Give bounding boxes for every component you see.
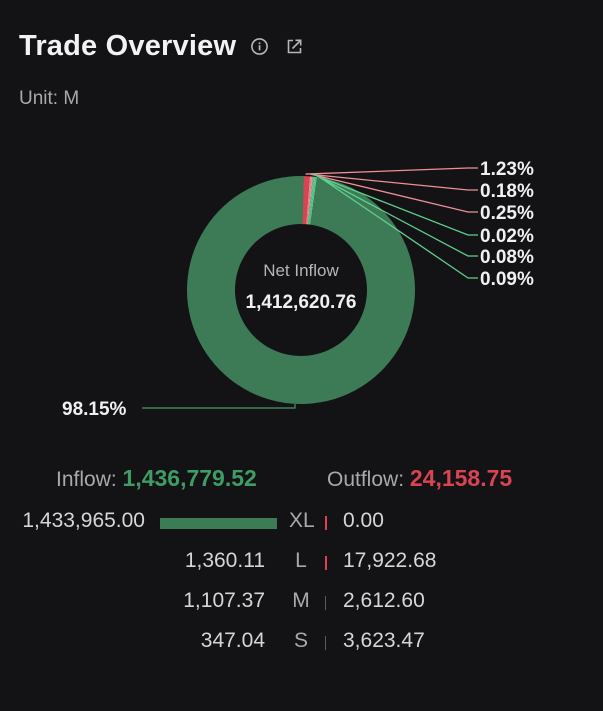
leader-line	[316, 174, 478, 279]
slice-label: 0.09%	[480, 269, 534, 290]
outflow-summary: Outflow: 24,158.75	[327, 465, 512, 492]
size-label: L	[295, 549, 307, 572]
inflow-summary: Inflow: 1,436,779.52	[56, 465, 257, 492]
slice-label: 0.18%	[480, 181, 534, 202]
donut-chart: 1.23%0.18%0.25%0.02%0.08%0.09% 98.15% Net…	[62, 159, 534, 420]
leader-line	[305, 167, 478, 175]
page-title: Trade Overview	[19, 30, 237, 62]
size-label: M	[292, 589, 310, 612]
header: Trade Overview	[19, 30, 304, 63]
size-row: 1,433,965.00 XL 0.00	[0, 509, 603, 539]
share-icon[interactable]	[285, 37, 304, 56]
slice-label: 0.25%	[480, 203, 534, 224]
size-row: 1,107.37 M 2,612.60	[0, 589, 603, 619]
donut-slice	[308, 176, 316, 225]
slice-label: 1.23%	[480, 159, 534, 180]
leader-line	[314, 174, 478, 257]
unit-label: Unit: M	[19, 88, 80, 109]
leader-line	[142, 404, 296, 409]
inflow-value: 347.04	[200, 629, 265, 652]
outflow-bar	[325, 516, 327, 530]
inflow-value: 1,433,965.00	[22, 509, 145, 532]
slice-label: 0.02%	[480, 226, 534, 247]
outflow-bar	[325, 636, 326, 650]
donut-slice	[306, 176, 313, 225]
outflow-total: 24,158.75	[409, 465, 513, 491]
inflow-total: 1,436,779.52	[122, 465, 257, 491]
slice-label: 98.15%	[62, 399, 127, 420]
leader-line	[313, 174, 478, 236]
info-icon[interactable]	[250, 37, 269, 56]
size-row: 347.04 S 3,623.47	[0, 629, 603, 659]
outflow-bar	[325, 596, 326, 610]
center-label: Net Inflow	[263, 261, 339, 280]
inflow-value: 1,107.37	[183, 589, 265, 612]
size-row: 1,360.11 L 17,922.68	[0, 549, 603, 579]
leader-line	[312, 173, 478, 213]
donut-slice	[187, 176, 416, 404]
outflow-label: Outflow:	[327, 468, 410, 491]
outflow-value: 3,623.47	[343, 629, 425, 652]
donut-slice	[309, 176, 318, 225]
leader-line	[310, 173, 478, 191]
outflow-value: 17,922.68	[343, 549, 437, 572]
size-label: XL	[289, 509, 315, 532]
outflow-bar	[325, 556, 327, 570]
inflow-value: 1,360.11	[184, 549, 265, 572]
slice-label: 0.08%	[480, 247, 534, 268]
inflow-bar	[160, 518, 277, 529]
outflow-value: 2,612.60	[343, 589, 425, 612]
center-value: 1,412,620.76	[246, 292, 357, 313]
size-label: S	[293, 629, 308, 652]
donut-slice	[307, 176, 315, 225]
inflow-label: Inflow:	[56, 468, 123, 491]
donut-slice	[306, 176, 312, 225]
outflow-value: 0.00	[343, 509, 384, 532]
